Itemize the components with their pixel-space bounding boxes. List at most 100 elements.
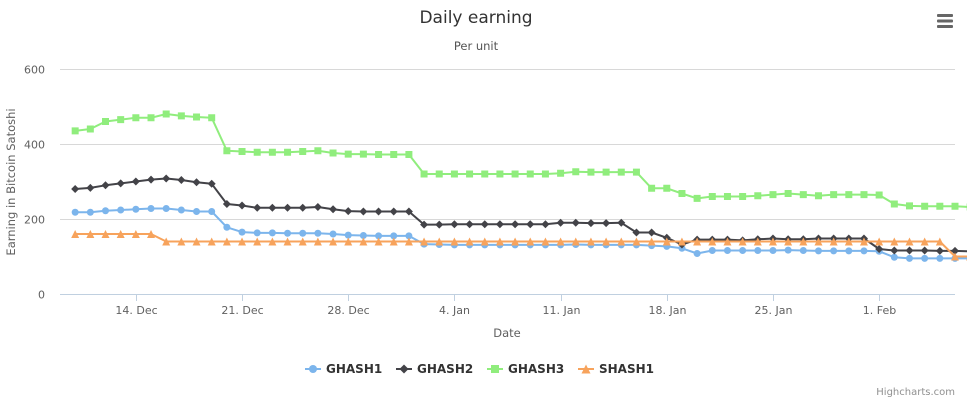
data-point-ghash2[interactable] xyxy=(131,177,140,186)
data-point-ghash1[interactable] xyxy=(162,205,170,212)
data-point-ghash2[interactable] xyxy=(586,219,595,228)
data-point-ghash3[interactable] xyxy=(102,118,110,125)
data-point-ghash3[interactable] xyxy=(617,168,625,176)
data-point-ghash1[interactable] xyxy=(223,223,231,231)
data-point-ghash3[interactable] xyxy=(951,202,959,210)
data-point-shash1[interactable] xyxy=(389,237,398,246)
data-point-shash1[interactable] xyxy=(511,237,520,246)
data-point-ghash1[interactable] xyxy=(375,232,383,240)
data-point-shash1[interactable] xyxy=(723,237,732,246)
data-point-shash1[interactable] xyxy=(844,237,853,246)
data-point-shash1[interactable] xyxy=(677,237,686,246)
data-point-ghash2[interactable] xyxy=(86,183,95,192)
data-point-ghash2[interactable] xyxy=(238,201,247,210)
data-point-ghash1[interactable] xyxy=(359,232,367,239)
data-point-ghash3[interactable] xyxy=(936,202,944,210)
data-point-ghash1[interactable] xyxy=(693,250,701,257)
data-point-ghash2[interactable] xyxy=(344,207,353,216)
data-point-ghash3[interactable] xyxy=(147,114,155,122)
data-point-ghash3[interactable] xyxy=(814,192,822,200)
data-point-ghash3[interactable] xyxy=(830,191,838,199)
data-point-ghash3[interactable] xyxy=(359,150,367,158)
data-point-ghash3[interactable] xyxy=(71,127,79,135)
data-point-shash1[interactable] xyxy=(177,237,186,246)
legend-item-ghash3[interactable]: GHASH3 xyxy=(487,362,564,376)
data-point-ghash1[interactable] xyxy=(830,247,838,255)
data-point-ghash3[interactable] xyxy=(435,170,443,178)
data-point-ghash2[interactable] xyxy=(920,246,929,255)
data-point-shash1[interactable] xyxy=(465,237,474,246)
data-point-ghash1[interactable] xyxy=(117,206,125,214)
data-point-ghash1[interactable] xyxy=(299,229,307,237)
data-point-ghash3[interactable] xyxy=(390,151,398,158)
data-point-shash1[interactable] xyxy=(784,237,793,246)
legend-item-shash1[interactable]: SHASH1 xyxy=(578,362,654,376)
data-point-ghash3[interactable] xyxy=(754,192,762,200)
data-point-ghash1[interactable] xyxy=(784,246,792,254)
data-point-ghash2[interactable] xyxy=(465,220,474,229)
data-point-ghash2[interactable] xyxy=(71,185,80,193)
legend-item-ghash2[interactable]: GHASH2 xyxy=(396,362,473,376)
data-point-ghash1[interactable] xyxy=(890,253,898,261)
data-point-shash1[interactable] xyxy=(450,237,459,246)
data-point-shash1[interactable] xyxy=(859,237,868,246)
data-point-ghash1[interactable] xyxy=(390,232,398,240)
data-point-ghash3[interactable] xyxy=(405,151,413,158)
data-point-shash1[interactable] xyxy=(207,237,216,246)
data-point-shash1[interactable] xyxy=(905,237,914,246)
data-point-ghash3[interactable] xyxy=(177,112,185,120)
data-point-shash1[interactable] xyxy=(495,237,504,246)
data-point-shash1[interactable] xyxy=(420,237,429,246)
data-point-ghash2[interactable] xyxy=(602,219,611,228)
data-point-ghash3[interactable] xyxy=(314,147,322,155)
data-point-ghash3[interactable] xyxy=(845,191,853,199)
data-point-shash1[interactable] xyxy=(268,237,277,246)
data-point-shash1[interactable] xyxy=(586,237,595,246)
data-point-ghash3[interactable] xyxy=(208,114,216,122)
data-point-ghash3[interactable] xyxy=(693,194,701,202)
data-point-ghash3[interactable] xyxy=(223,147,231,155)
data-point-ghash3[interactable] xyxy=(132,114,140,122)
data-point-ghash3[interactable] xyxy=(632,168,640,176)
data-point-shash1[interactable] xyxy=(556,237,565,246)
data-point-ghash1[interactable] xyxy=(314,229,322,237)
data-point-shash1[interactable] xyxy=(313,237,322,246)
data-point-shash1[interactable] xyxy=(162,237,171,246)
data-point-ghash2[interactable] xyxy=(647,228,656,237)
data-point-shash1[interactable] xyxy=(283,237,292,246)
data-point-ghash2[interactable] xyxy=(541,220,550,229)
data-point-shash1[interactable] xyxy=(738,237,747,246)
data-point-ghash3[interactable] xyxy=(905,202,913,210)
data-point-ghash3[interactable] xyxy=(268,148,276,156)
data-point-ghash3[interactable] xyxy=(162,110,170,118)
data-point-ghash1[interactable] xyxy=(344,231,352,239)
data-point-ghash1[interactable] xyxy=(860,247,868,255)
data-point-shash1[interactable] xyxy=(890,237,899,246)
data-point-ghash1[interactable] xyxy=(708,247,716,254)
data-point-ghash2[interactable] xyxy=(632,228,641,237)
data-point-ghash1[interactable] xyxy=(71,208,79,216)
data-point-ghash3[interactable] xyxy=(708,193,716,200)
data-point-ghash3[interactable] xyxy=(784,190,792,197)
data-point-ghash1[interactable] xyxy=(754,247,762,254)
data-point-ghash3[interactable] xyxy=(481,170,489,178)
data-point-ghash3[interactable] xyxy=(329,149,337,157)
data-point-shash1[interactable] xyxy=(647,237,656,246)
data-point-ghash1[interactable] xyxy=(329,230,337,238)
data-point-shash1[interactable] xyxy=(71,230,80,238)
data-point-shash1[interactable] xyxy=(147,230,156,238)
data-point-ghash2[interactable] xyxy=(147,175,156,184)
data-point-shash1[interactable] xyxy=(253,237,262,246)
data-point-ghash3[interactable] xyxy=(602,168,610,176)
data-point-ghash3[interactable] xyxy=(587,168,595,176)
data-point-ghash1[interactable] xyxy=(86,208,94,216)
data-point-ghash1[interactable] xyxy=(177,206,185,214)
hamburger-menu-icon[interactable] xyxy=(933,11,955,31)
data-point-shash1[interactable] xyxy=(662,237,671,246)
data-point-ghash1[interactable] xyxy=(921,254,929,262)
data-point-ghash2[interactable] xyxy=(283,203,292,212)
data-point-ghash1[interactable] xyxy=(102,207,110,215)
data-point-shash1[interactable] xyxy=(571,237,580,246)
data-point-ghash2[interactable] xyxy=(329,205,338,214)
data-point-shash1[interactable] xyxy=(617,237,626,246)
